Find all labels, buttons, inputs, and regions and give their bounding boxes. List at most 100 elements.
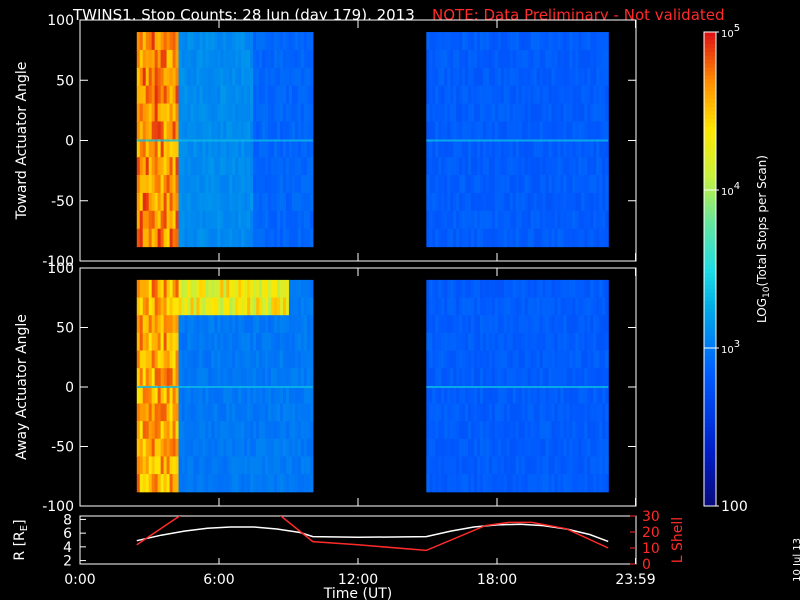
heatmap-cell — [268, 456, 272, 475]
heatmap-cell — [456, 103, 460, 123]
heatmap-cell — [190, 368, 195, 387]
heatmap-cell — [306, 85, 311, 105]
colorbar-step — [704, 415, 716, 420]
heatmap-cell — [485, 421, 490, 440]
heatmap-cell — [593, 103, 597, 123]
heatmap-cell — [169, 228, 174, 248]
heatmap-cell — [477, 157, 481, 176]
heatmap-cell — [527, 210, 532, 230]
heatmap-cell — [581, 403, 585, 422]
heatmap-cell — [503, 474, 508, 493]
heatmap-cell — [456, 279, 460, 299]
heatmap-cell — [268, 279, 272, 299]
heatmap-cell — [605, 456, 609, 475]
heatmap-cell — [426, 474, 430, 493]
heatmap-cell — [309, 49, 314, 69]
heatmap-cell — [282, 421, 287, 440]
heatmap-cell — [175, 175, 180, 194]
heatmap-cell — [602, 297, 606, 316]
heatmap-cell — [199, 385, 204, 405]
heatmap-cell — [178, 85, 183, 105]
heatmap-cell — [599, 350, 603, 369]
heatmap-cell — [459, 385, 463, 405]
heatmap-cell — [271, 385, 275, 405]
heatmap-cell — [482, 368, 487, 387]
heatmap-cell — [503, 192, 508, 212]
heatmap-cell — [294, 49, 299, 69]
heatmap-cell — [181, 421, 186, 440]
heatmap-cell — [453, 85, 457, 105]
heatmap-cell — [447, 67, 451, 87]
heatmap-cell — [426, 315, 430, 334]
heatmap-cell — [196, 85, 201, 105]
heatmap-cell — [178, 228, 183, 248]
heatmap-cell — [202, 332, 206, 352]
heatmap-cell — [178, 385, 183, 405]
heatmap-cell — [282, 210, 287, 230]
heatmap-cell — [211, 103, 215, 123]
heatmap-cell — [172, 332, 177, 352]
heatmap-cell — [557, 32, 562, 51]
heatmap-cell — [166, 228, 171, 248]
heatmap-cell — [557, 438, 562, 458]
heatmap-cell — [530, 121, 535, 140]
heatmap-cell — [578, 332, 582, 352]
colorbar-step — [704, 91, 716, 96]
heatmap-cell — [518, 438, 523, 458]
heatmap-cell — [288, 474, 293, 493]
heatmap-cell — [497, 368, 502, 387]
heatmap-cell — [485, 474, 490, 493]
heatmap-cell — [471, 350, 475, 369]
heatmap-cell — [309, 315, 314, 334]
heatmap-cell — [542, 421, 547, 440]
heatmap-cell — [465, 175, 469, 194]
heatmap-cell — [518, 385, 523, 405]
heatmap-cell — [154, 279, 159, 299]
heatmap-cell — [211, 175, 215, 194]
heatmap-cell — [280, 121, 284, 140]
heatmap-cell — [154, 157, 159, 176]
colorbar-label: LOG10(Total Stops per Scan) — [755, 155, 772, 323]
heatmap-cell — [548, 315, 553, 334]
heatmap-cell — [291, 139, 296, 158]
heatmap-cell — [435, 67, 439, 87]
heatmap-cell — [208, 368, 212, 387]
heatmap-cell — [265, 121, 269, 140]
heatmap-cell — [297, 228, 302, 248]
heatmap-cell — [285, 157, 290, 176]
heatmap-cell — [288, 297, 293, 316]
heatmap-cell — [596, 210, 600, 230]
heatmap-cell — [459, 67, 463, 87]
heatmap-cell — [566, 421, 571, 440]
left-tick-label: 2 — [63, 554, 72, 570]
heatmap-cell — [536, 403, 541, 422]
heatmap-cell — [160, 403, 165, 422]
heatmap-cell — [211, 474, 215, 493]
heatmap-cell — [280, 385, 284, 405]
heatmap-cell — [271, 103, 275, 123]
heatmap-cell — [190, 474, 195, 493]
heatmap-cell — [223, 139, 227, 158]
heatmap-cell — [560, 103, 565, 123]
heatmap-cell — [518, 103, 523, 123]
heatmap-cell — [477, 85, 481, 105]
heatmap-cell — [196, 368, 201, 387]
heatmap-cell — [262, 421, 266, 440]
heatmap-cell — [545, 192, 550, 212]
heatmap-cell — [214, 175, 218, 194]
heatmap-cell — [521, 139, 526, 158]
heatmap-cell — [572, 157, 576, 176]
right-tick-label: 30 — [642, 509, 660, 525]
heatmap-cell — [497, 474, 502, 493]
heatmap-cell — [199, 103, 204, 123]
heatmap-cell — [232, 67, 236, 87]
heatmap-cell — [429, 175, 433, 194]
heatmap-cell — [297, 157, 302, 176]
heatmap-cell — [256, 210, 260, 230]
heatmap-cell — [477, 385, 481, 405]
heatmap-cell — [199, 67, 204, 87]
heatmap-cell — [274, 421, 278, 440]
heatmap-cell — [303, 438, 308, 458]
heatmap-cell — [557, 85, 562, 105]
heatmap-cell — [569, 157, 574, 176]
